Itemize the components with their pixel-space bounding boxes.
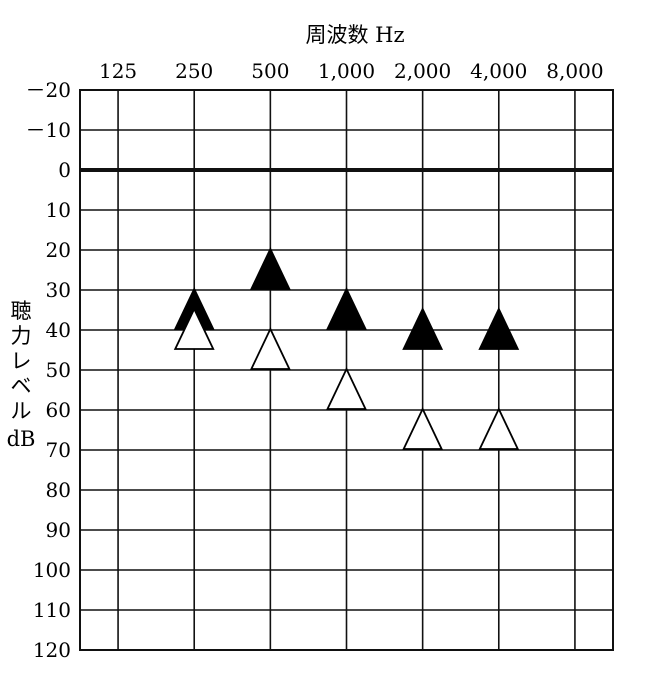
y-axis-title-char: 聴 — [11, 299, 32, 323]
y-tick-labels: －20 －10 0 10 20 30 40 50 60 70 80 90 100 110 120 — [26, 78, 71, 662]
y-axis-unit: dB — [7, 427, 36, 451]
open-triangle-marker — [326, 366, 367, 410]
y-tick-label: 80 — [46, 478, 71, 502]
y-tick-label: 60 — [46, 398, 71, 422]
y-axis-title-char: ベ — [11, 374, 32, 398]
y-tick-label: 30 — [46, 278, 71, 302]
y-tick-label: 10 — [46, 198, 71, 222]
y-tick-label: 50 — [46, 358, 71, 382]
y-tick-label: －20 — [26, 78, 71, 102]
filled-triangle-marker — [402, 306, 444, 350]
open-triangle-marker — [173, 306, 215, 350]
y-tick-label: 0 — [58, 158, 71, 182]
y-tick-label: －10 — [26, 118, 71, 142]
x-tick-label: 8,000 — [546, 59, 603, 83]
x-tick-label: 2,000 — [394, 59, 451, 83]
x-tick-label: 4,000 — [470, 59, 527, 83]
y-tick-label: 20 — [46, 238, 71, 262]
data-markers — [173, 246, 520, 450]
y-tick-label: 90 — [46, 518, 71, 542]
open-triangle-marker — [249, 326, 291, 370]
x-tick-label: 250 — [175, 59, 213, 83]
x-axis-title: 周波数 Hz — [305, 23, 404, 47]
y-tick-label: 110 — [33, 598, 71, 622]
filled-triangle-marker — [249, 246, 291, 290]
x-tick-label: 125 — [99, 59, 137, 83]
filled-triangle-marker — [478, 306, 520, 350]
filled-triangle-marker — [326, 286, 367, 330]
x-tick-labels: 125 250 500 1,000 2,000 4,000 8,000 — [99, 59, 604, 83]
y-tick-label: 70 — [46, 438, 71, 462]
y-tick-label: 40 — [46, 318, 71, 342]
open-triangle-marker — [402, 406, 444, 450]
x-tick-label: 1,000 — [318, 59, 375, 83]
x-tick-label: 500 — [251, 59, 289, 83]
y-axis-title-char: レ — [11, 349, 32, 373]
y-tick-label: 120 — [33, 638, 71, 662]
grid — [79, 89, 614, 651]
y-tick-label: 100 — [33, 558, 71, 582]
y-axis-title-char: ル — [11, 399, 32, 423]
y-axis-title-char: 力 — [11, 324, 32, 348]
open-triangle-marker — [478, 406, 520, 450]
